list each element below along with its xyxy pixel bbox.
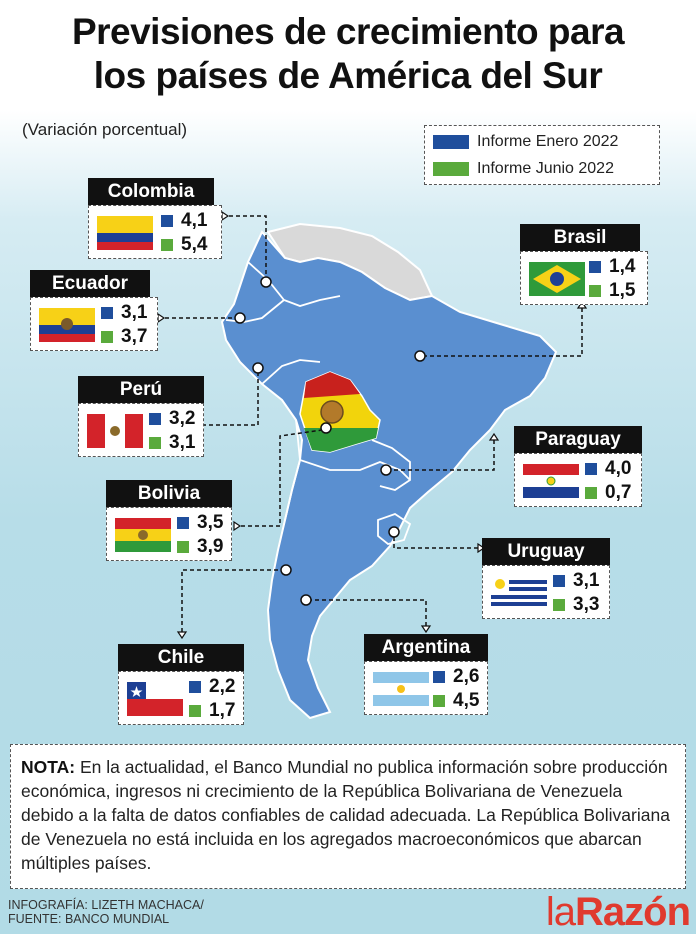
- value-junio: 0,7: [605, 482, 632, 503]
- country-name: Colombia: [88, 178, 214, 205]
- country-name: Ecuador: [30, 270, 150, 297]
- legend: Informe Enero 2022 Informe Junio 2022: [424, 125, 660, 185]
- marker-colombia: [260, 276, 272, 288]
- marker-paraguay: [380, 464, 392, 476]
- value-enero: 3,1: [121, 302, 148, 323]
- la-razon-logo: laRazón: [545, 890, 691, 934]
- chile-flag-icon: [127, 682, 183, 716]
- value-junio: 3,7: [121, 326, 148, 347]
- legend-item-junio: Informe Junio 2022: [433, 157, 614, 181]
- marker-ecuador: [234, 312, 246, 324]
- marker-peru: [252, 362, 264, 374]
- value-junio: 1,7: [209, 700, 236, 721]
- legend-label-junio: Informe Junio 2022: [477, 160, 614, 177]
- ecuador-flag-icon: [39, 308, 95, 342]
- infographic-title: Previsiones de crecimiento para los país…: [0, 10, 696, 98]
- logo-part-la: la: [545, 890, 576, 934]
- country-name: Argentina: [364, 634, 488, 661]
- value-enero: 2,6: [453, 666, 480, 687]
- bolivia-flag-icon: [115, 518, 171, 552]
- value-enero: 3,2: [169, 408, 196, 429]
- peru-flag-icon: [87, 414, 143, 448]
- credits-line-1: INFOGRAFÍA: LIZETH MACHACA/: [8, 898, 204, 912]
- logo-part-razon: Razón: [575, 890, 691, 934]
- value-enero: 1,4: [609, 256, 636, 277]
- country-name: Brasil: [520, 224, 640, 251]
- note-label: NOTA:: [21, 757, 76, 777]
- marker-argentina: [300, 594, 312, 606]
- brasil-flag-icon: [529, 262, 585, 296]
- subtitle: (Variación porcentual): [22, 120, 188, 139]
- value-junio: 3,1: [169, 432, 196, 453]
- country-name: Bolivia: [106, 480, 232, 507]
- value-junio: 4,5: [453, 690, 480, 711]
- value-enero: 4,1: [181, 210, 208, 231]
- value-enero: 2,2: [209, 676, 236, 697]
- uruguay-flag-icon: [491, 576, 547, 610]
- value-enero: 4,0: [605, 458, 632, 479]
- legend-label-enero: Informe Enero 2022: [477, 133, 619, 150]
- marker-bolivia: [320, 422, 332, 434]
- marker-chile: [280, 564, 292, 576]
- country-name: Paraguay: [514, 426, 642, 453]
- credits: INFOGRAFÍA: LIZETH MACHACA/ FUENTE: BANC…: [8, 898, 204, 926]
- title-line-1: Previsiones de crecimiento para: [71, 11, 625, 52]
- value-junio: 1,5: [609, 280, 636, 301]
- country-name: Perú: [78, 376, 204, 403]
- note-box: NOTA: En la actualidad, el Banco Mundial…: [10, 744, 686, 889]
- value-junio: 3,9: [197, 536, 224, 557]
- value-junio: 5,4: [181, 234, 208, 255]
- country-name: Chile: [118, 644, 244, 671]
- value-enero: 3,1: [573, 570, 600, 591]
- country-name: Uruguay: [482, 538, 610, 565]
- legend-item-enero: Informe Enero 2022: [433, 130, 618, 154]
- paraguay-flag-icon: [523, 464, 579, 498]
- legend-swatch-blue: [433, 135, 469, 149]
- marker-brasil: [414, 350, 426, 362]
- colombia-flag-icon: [97, 216, 153, 250]
- argentina-flag-icon: [373, 672, 429, 706]
- title-line-2: los países de América del Sur: [93, 55, 603, 96]
- legend-swatch-green: [433, 162, 469, 176]
- value-enero: 3,5: [197, 512, 224, 533]
- marker-uruguay: [388, 526, 400, 538]
- value-junio: 3,3: [573, 594, 600, 615]
- credits-line-2: FUENTE: BANCO MUNDIAL: [8, 912, 170, 926]
- note-text: En la actualidad, el Banco Mundial no pu…: [21, 757, 670, 873]
- bolivia-coat-of-arms-icon: [320, 400, 344, 424]
